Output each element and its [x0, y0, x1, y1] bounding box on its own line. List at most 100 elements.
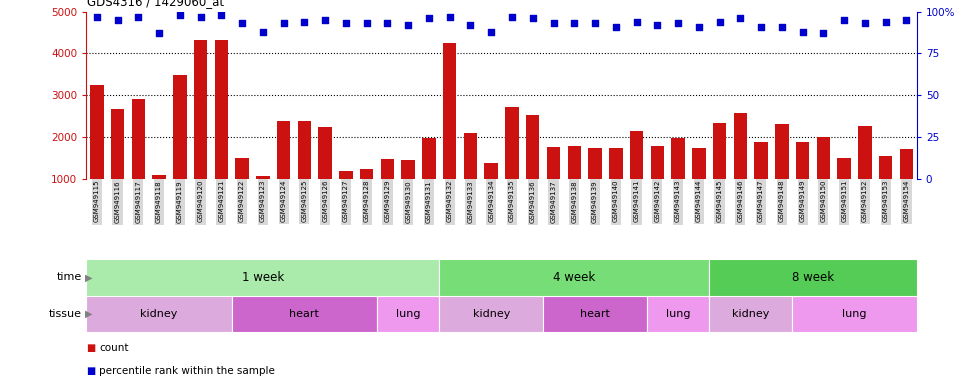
Bar — [526, 115, 540, 179]
Point — [774, 23, 789, 30]
Point — [629, 18, 644, 25]
Point — [152, 30, 167, 36]
Point — [109, 17, 125, 23]
Text: heart: heart — [290, 309, 320, 319]
Text: percentile rank within the sample: percentile rank within the sample — [99, 366, 275, 376]
Point — [463, 22, 478, 28]
Point — [878, 18, 894, 25]
Bar — [215, 40, 228, 179]
Text: 4 week: 4 week — [553, 271, 595, 284]
Point — [670, 20, 685, 26]
Point — [836, 17, 852, 23]
Bar — [733, 113, 747, 179]
Bar — [630, 131, 643, 179]
Bar — [256, 177, 270, 179]
Point — [650, 22, 665, 28]
Point — [899, 17, 914, 23]
Bar — [440, 259, 709, 296]
Bar — [235, 158, 249, 179]
Text: count: count — [99, 343, 129, 353]
Point — [297, 18, 312, 25]
Point — [442, 13, 457, 20]
Point — [193, 13, 208, 20]
Text: lung: lung — [842, 309, 867, 319]
Text: kidney: kidney — [472, 309, 510, 319]
Bar — [505, 107, 518, 179]
Bar — [173, 75, 186, 179]
Bar — [588, 148, 602, 179]
Bar — [817, 137, 830, 179]
Text: ■: ■ — [86, 343, 96, 353]
Bar — [401, 160, 415, 179]
Bar — [110, 109, 124, 179]
Text: GDS4316 / 1429060_at: GDS4316 / 1429060_at — [87, 0, 225, 8]
Text: 1 week: 1 week — [242, 271, 284, 284]
Bar — [194, 40, 207, 179]
Point — [421, 15, 437, 21]
Bar — [775, 124, 788, 179]
Bar — [692, 148, 706, 179]
Point — [566, 20, 582, 26]
Text: kidney: kidney — [732, 309, 769, 319]
Bar — [86, 259, 440, 296]
Bar — [360, 169, 373, 179]
Bar — [647, 296, 709, 332]
Point — [400, 22, 416, 28]
Bar — [485, 163, 498, 179]
Bar — [543, 296, 647, 332]
Point — [276, 20, 291, 26]
Bar — [276, 121, 290, 179]
Bar — [671, 139, 684, 179]
Bar — [709, 259, 917, 296]
Bar — [440, 296, 543, 332]
Text: kidney: kidney — [140, 309, 178, 319]
Bar — [422, 139, 436, 179]
Point — [712, 18, 728, 25]
Point — [504, 13, 519, 20]
Bar — [651, 146, 664, 179]
Bar — [609, 149, 622, 179]
Text: heart: heart — [580, 309, 610, 319]
Point — [484, 28, 499, 35]
Bar — [709, 296, 792, 332]
Point — [131, 13, 146, 20]
Bar — [547, 147, 561, 179]
Point — [172, 12, 187, 18]
Point — [732, 15, 748, 21]
Point — [857, 20, 873, 26]
Point — [691, 23, 707, 30]
Point — [255, 28, 271, 35]
Point — [795, 28, 810, 35]
Text: lung: lung — [666, 309, 690, 319]
Bar — [339, 171, 352, 179]
Point — [318, 17, 333, 23]
Point — [588, 20, 603, 26]
Text: time: time — [57, 272, 82, 283]
Point — [338, 20, 353, 26]
Bar — [153, 175, 166, 179]
Text: lung: lung — [396, 309, 420, 319]
Bar — [567, 146, 581, 179]
Bar — [464, 132, 477, 179]
Point — [214, 12, 229, 18]
Point — [754, 23, 769, 30]
Point — [380, 20, 396, 26]
Bar — [796, 142, 809, 179]
Point — [525, 15, 540, 21]
Bar — [792, 296, 917, 332]
Text: ■: ■ — [86, 366, 96, 376]
Bar — [132, 99, 145, 179]
Text: ▶: ▶ — [85, 309, 93, 319]
Bar — [837, 158, 851, 179]
Bar — [319, 127, 332, 179]
Bar — [900, 149, 913, 179]
Bar — [231, 296, 377, 332]
Bar — [86, 296, 231, 332]
Bar — [755, 142, 768, 179]
Bar — [381, 159, 395, 179]
Bar — [90, 84, 104, 179]
Text: ▶: ▶ — [85, 272, 93, 283]
Bar — [858, 126, 872, 179]
Bar — [377, 296, 440, 332]
Point — [234, 20, 250, 26]
